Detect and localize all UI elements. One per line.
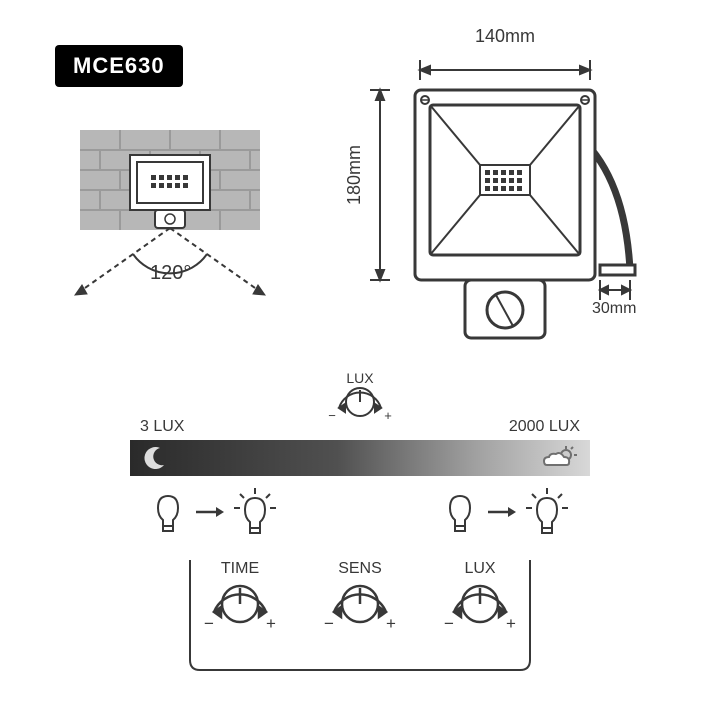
bulb-off-icon	[442, 490, 478, 534]
arrow-right-icon	[486, 505, 516, 519]
lux-gradient-bar	[130, 440, 590, 476]
moon-icon	[142, 445, 168, 471]
depth-label: 30mm	[592, 300, 636, 318]
bulb-off-icon	[150, 490, 186, 534]
lux-min-label: 3 LUX	[140, 418, 184, 436]
coverage-angle-label: 120°	[150, 262, 191, 285]
dials-bracket-icon	[180, 555, 540, 675]
width-label: 140mm	[475, 26, 535, 47]
svg-text:+: +	[384, 408, 392, 422]
cloud-sun-icon	[542, 445, 578, 471]
model-badge: MCE630	[55, 45, 183, 87]
lux-dial-top: LUX − +	[325, 370, 395, 420]
svg-text:−: −	[328, 408, 336, 422]
bulb-on-icon	[524, 488, 570, 536]
lux-section: LUX − + 3 LUX 2000 LUX	[130, 370, 590, 570]
wall-coverage-diagram: 120°	[55, 120, 285, 320]
bulb-group-day	[442, 488, 570, 536]
height-label: 180mm	[344, 145, 365, 205]
bulb-transition-row	[150, 488, 570, 536]
bulb-group-night	[150, 488, 278, 536]
lux-dial-top-label: LUX	[325, 370, 395, 386]
product-dimensions-diagram: 140mm 180mm 30mm	[360, 30, 680, 350]
arrow-right-icon	[194, 505, 224, 519]
lux-max-label: 2000 LUX	[509, 418, 580, 436]
bulb-on-icon	[232, 488, 278, 536]
